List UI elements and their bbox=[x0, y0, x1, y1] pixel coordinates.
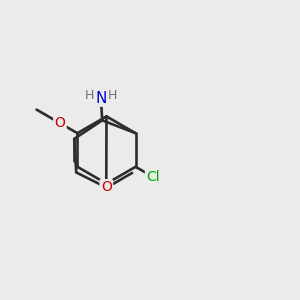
Text: O: O bbox=[101, 180, 112, 194]
Text: Cl: Cl bbox=[146, 170, 160, 184]
Text: N: N bbox=[95, 91, 106, 106]
Text: O: O bbox=[55, 116, 65, 130]
Text: H: H bbox=[108, 89, 117, 102]
Text: H: H bbox=[85, 89, 94, 102]
